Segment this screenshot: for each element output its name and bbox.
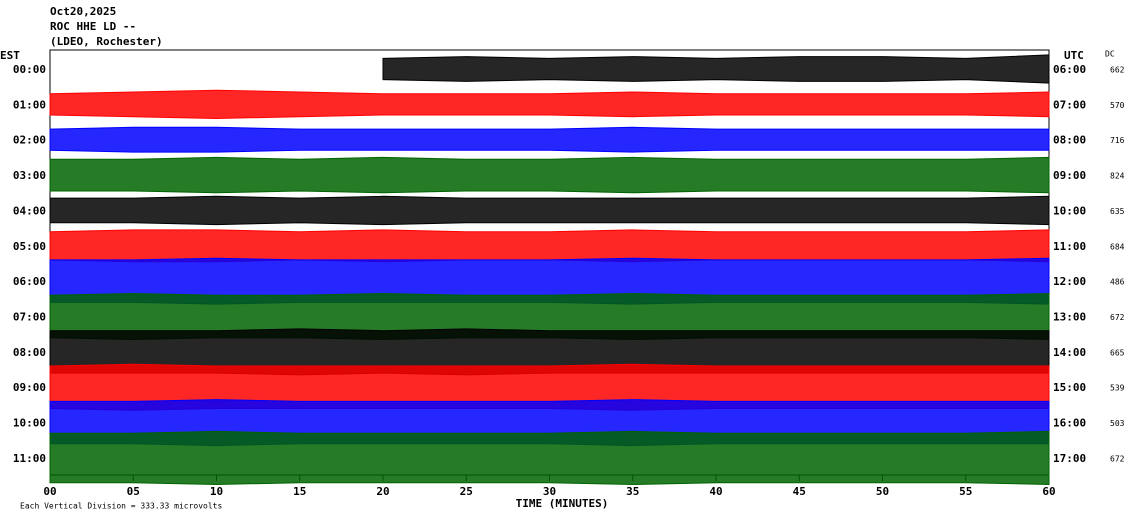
est-label: 06:00: [13, 275, 46, 288]
dc-value: 662: [1110, 66, 1125, 75]
dc-value: 635: [1110, 207, 1125, 216]
dc-value: 570: [1110, 101, 1125, 110]
trace-envelope: [49, 89, 1050, 120]
dc-value: 684: [1110, 242, 1125, 251]
dc-value: 486: [1110, 278, 1125, 287]
est-label: 07:00: [13, 311, 46, 324]
utc-label: 07:00: [1053, 98, 1086, 111]
x-tick-label: 25: [460, 485, 473, 498]
x-tick-label: 30: [543, 485, 556, 498]
utc-label: 06:00: [1053, 63, 1086, 76]
est-label: 02:00: [13, 134, 46, 147]
left-axis-label: EST: [0, 49, 20, 62]
est-label: 00:00: [13, 63, 46, 76]
utc-label: 12:00: [1053, 275, 1086, 288]
x-tick-label: 50: [876, 485, 889, 498]
dc-label: DC: [1105, 50, 1115, 59]
trace-envelope: [49, 156, 1050, 194]
trace-envelope: [382, 54, 1050, 84]
trace-envelope: [49, 229, 1050, 263]
title-line: Oct20,2025: [50, 5, 116, 18]
est-label: 11:00: [13, 452, 46, 465]
dc-value: 665: [1110, 348, 1125, 357]
x-tick-label: 55: [959, 485, 972, 498]
x-tick-label: 00: [43, 485, 56, 498]
est-label: 09:00: [13, 381, 46, 394]
utc-label: 17:00: [1053, 452, 1086, 465]
dc-value: 672: [1110, 313, 1125, 322]
est-label: 08:00: [13, 346, 46, 359]
utc-label: 16:00: [1053, 417, 1086, 430]
utc-label: 10:00: [1053, 204, 1086, 217]
right-axis-label: UTC: [1064, 49, 1084, 62]
utc-label: 09:00: [1053, 169, 1086, 182]
dc-value: 672: [1110, 454, 1125, 463]
x-tick-label: 60: [1042, 485, 1055, 498]
x-tick-label: 05: [127, 485, 140, 498]
x-tick-label: 10: [210, 485, 223, 498]
est-label: 01:00: [13, 98, 46, 111]
est-label: 10:00: [13, 417, 46, 430]
x-tick-label: 15: [293, 485, 306, 498]
title-line: (LDEO, Rochester): [50, 35, 163, 48]
x-tick-label: 35: [626, 485, 639, 498]
utc-label: 08:00: [1053, 134, 1086, 147]
trace-envelope: [49, 195, 1050, 226]
utc-label: 13:00: [1053, 311, 1086, 324]
dc-value: 716: [1110, 136, 1125, 145]
utc-label: 14:00: [1053, 346, 1086, 359]
x-tick-label: 45: [793, 485, 806, 498]
title-line: ROC HHE LD --: [50, 20, 136, 33]
trace-envelope: [49, 430, 1050, 486]
trace-envelope: [49, 126, 1050, 153]
est-label: 03:00: [13, 169, 46, 182]
utc-label: 11:00: [1053, 240, 1086, 253]
dc-value: 503: [1110, 419, 1125, 428]
x-axis-label: TIME (MINUTES): [516, 497, 609, 510]
footnote: Each Vertical Division = 333.33 microvol…: [20, 502, 222, 511]
est-label: 05:00: [13, 240, 46, 253]
x-tick-label: 20: [376, 485, 389, 498]
dc-value: 824: [1110, 172, 1125, 181]
est-label: 04:00: [13, 204, 46, 217]
dc-value: 539: [1110, 384, 1125, 393]
x-tick-label: 40: [709, 485, 722, 498]
utc-label: 15:00: [1053, 381, 1086, 394]
